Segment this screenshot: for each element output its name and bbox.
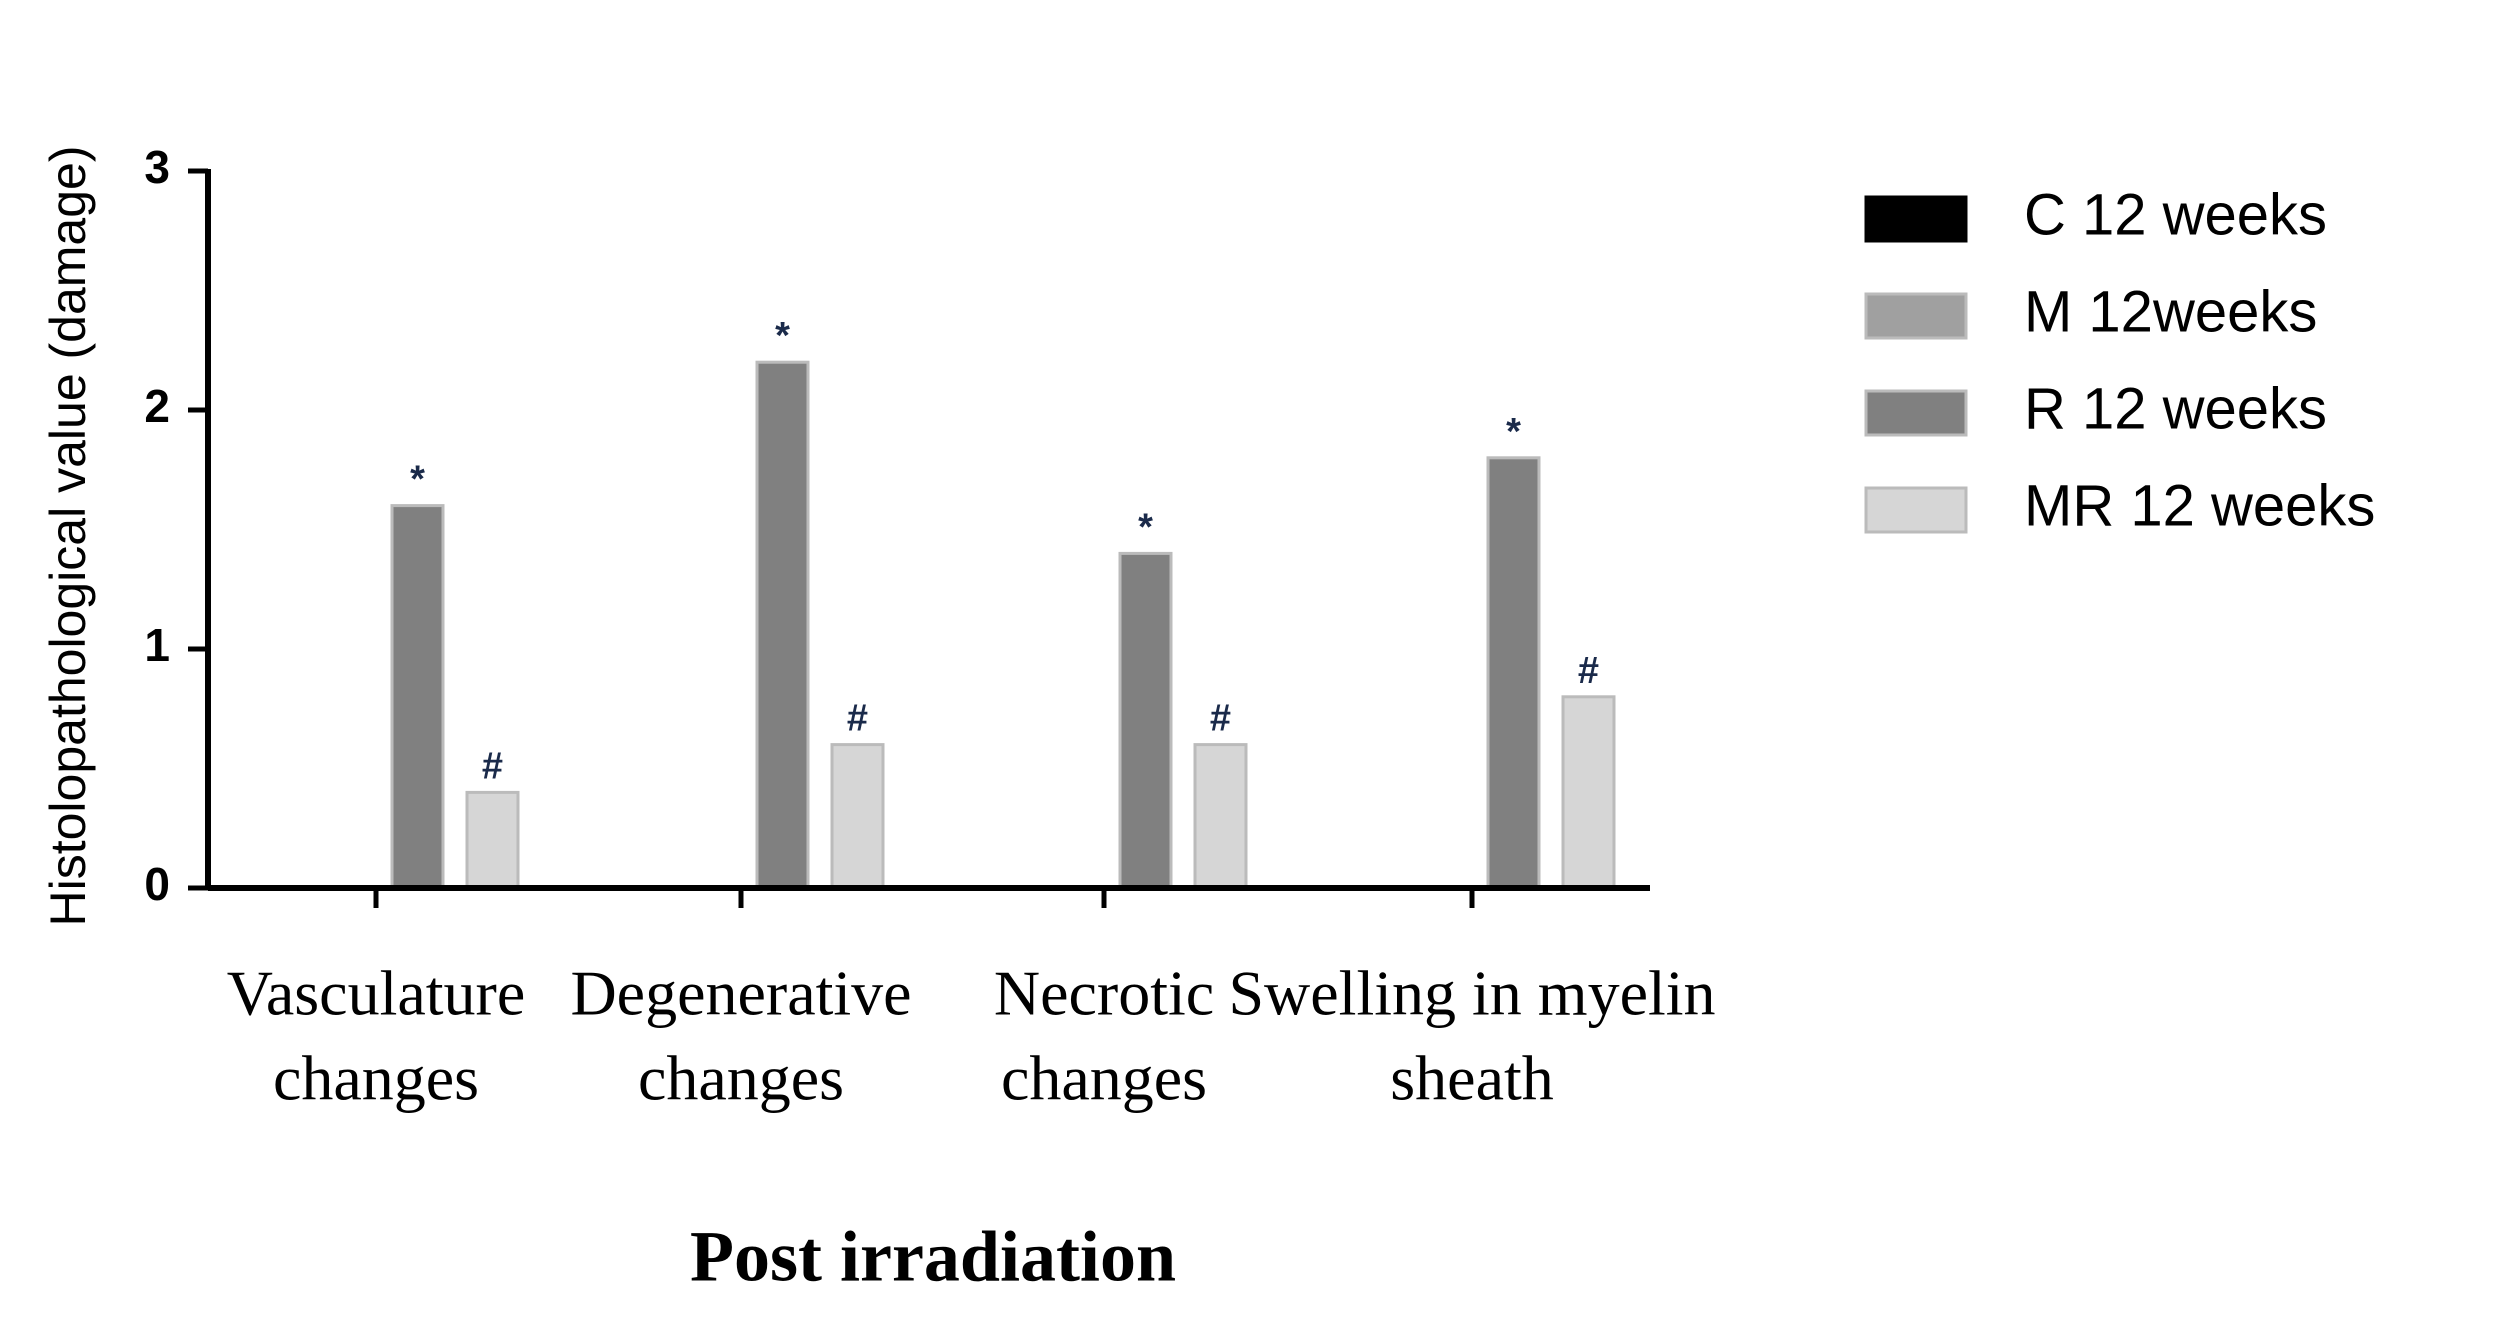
x-tick-label: Degenerative: [570, 958, 911, 1029]
x-tick-label: changes: [638, 1043, 844, 1114]
y-axis-title: Histolopathological value (damage): [40, 145, 96, 926]
significance-marker: #: [1210, 698, 1231, 740]
legend-swatch: [1864, 486, 1968, 534]
legend-label: C 12 weeks: [2024, 182, 2327, 247]
x-tick-label: Necrotic: [994, 958, 1214, 1029]
x-tick-label: changes: [1001, 1043, 1207, 1114]
significance-marker: #: [1578, 650, 1599, 692]
y-tick-label: 2: [144, 380, 170, 432]
legend-label: MR 12 weeks: [2024, 473, 2375, 538]
legend-swatch: [1864, 195, 1968, 243]
y-tick-label: 3: [144, 141, 170, 193]
legend-swatch: [1864, 389, 1968, 437]
bar: [830, 743, 885, 890]
bar: [1193, 743, 1248, 890]
significance-marker: #: [482, 745, 503, 787]
x-tick-label: Vasculature: [227, 958, 526, 1029]
x-tick-label: changes: [273, 1043, 479, 1114]
bar: [1486, 456, 1541, 890]
legend-label: R 12 weeks: [2024, 376, 2327, 441]
bar: [755, 360, 810, 890]
significance-marker: *: [1506, 411, 1521, 453]
significance-marker: *: [1138, 506, 1153, 548]
x-axis-title: Post irradiation: [690, 1217, 1176, 1297]
significance-marker: #: [847, 698, 868, 740]
x-tick-label: Swelling in myelin: [1228, 958, 1715, 1029]
x-tick-label: sheath: [1390, 1043, 1554, 1114]
significance-marker: *: [410, 459, 425, 501]
y-tick-label: 0: [144, 858, 170, 910]
bar: [390, 504, 445, 890]
significance-marker: *: [775, 315, 790, 357]
bar: [1561, 695, 1616, 890]
bar: [465, 790, 520, 890]
legend-label: M 12weeks: [2024, 279, 2317, 344]
y-tick-label: 1: [144, 619, 170, 671]
bar: [1118, 551, 1173, 890]
legend-swatch: [1864, 292, 1968, 340]
